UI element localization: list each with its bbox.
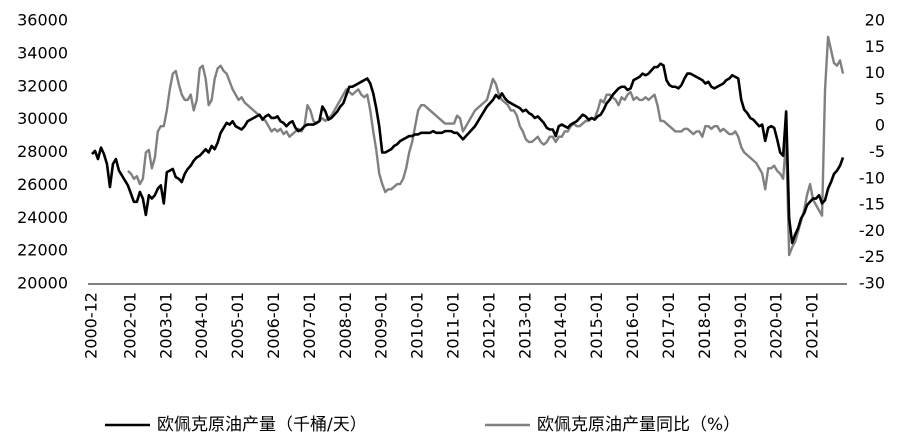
x-tick-label: 2008-01 (336, 292, 355, 359)
x-tick-label: 2007-01 (300, 292, 319, 359)
y2-tick-label: -25 (859, 247, 885, 266)
x-tick-label: 2019-01 (731, 292, 750, 359)
y2-tick-label: 20 (865, 11, 885, 30)
x-tick-label: 2004-01 (192, 292, 211, 359)
x-tick-label: 2005-01 (228, 292, 247, 359)
x-tick-label: 2016-01 (623, 292, 642, 359)
y-tick-label: 20000 (17, 274, 68, 293)
series-line (127, 35, 845, 257)
y2-tick-label: 0 (875, 116, 885, 135)
x-tick-label: 2017-01 (659, 292, 678, 359)
x-tick-label: 2015-01 (587, 292, 606, 359)
y-tick-label: 34000 (17, 43, 68, 62)
y-tick-label: 30000 (17, 109, 68, 128)
x-tick-label: 2018-01 (695, 292, 714, 359)
x-tick-label: 2012-01 (479, 292, 498, 359)
y2-tick-label: -20 (859, 221, 885, 240)
y2-tick-label: 10 (865, 63, 885, 82)
x-tick-label: 2000-12 (82, 292, 101, 359)
y2-tick-label: 15 (865, 37, 885, 56)
x-tick-label: 2011-01 (444, 292, 463, 359)
y-tick-label: 32000 (17, 76, 68, 95)
x-tick-label: 2020-01 (767, 292, 786, 359)
y2-tick-label: -15 (859, 195, 885, 214)
legend-label: 欧佩克原油产量同比（%） (537, 415, 740, 435)
x-tick-label: 2002-01 (120, 292, 139, 359)
y2-tick-label: -10 (859, 168, 885, 187)
x-tick-label: 2009-01 (372, 292, 391, 359)
x-tick-label: 2010-01 (408, 292, 427, 359)
y2-tick-label: -5 (869, 142, 885, 161)
y-tick-label: 28000 (17, 142, 68, 161)
y2-tick-label: 5 (875, 89, 885, 108)
y-tick-label: 26000 (17, 175, 68, 194)
x-tick-label: 2021-01 (803, 292, 822, 359)
x-tick-label: 2014-01 (551, 292, 570, 359)
x-tick-label: 2006-01 (264, 292, 283, 359)
y-tick-label: 36000 (17, 11, 68, 30)
y-tick-label: 24000 (17, 208, 68, 227)
legend-label: 欧佩克原油产量（千桶/天） (157, 415, 367, 435)
y2-tick-label: -30 (859, 274, 885, 293)
x-tick-label: 2003-01 (156, 292, 175, 359)
series-line (91, 62, 845, 245)
x-tick-label: 2013-01 (515, 292, 534, 359)
y-tick-label: 22000 (17, 241, 68, 260)
